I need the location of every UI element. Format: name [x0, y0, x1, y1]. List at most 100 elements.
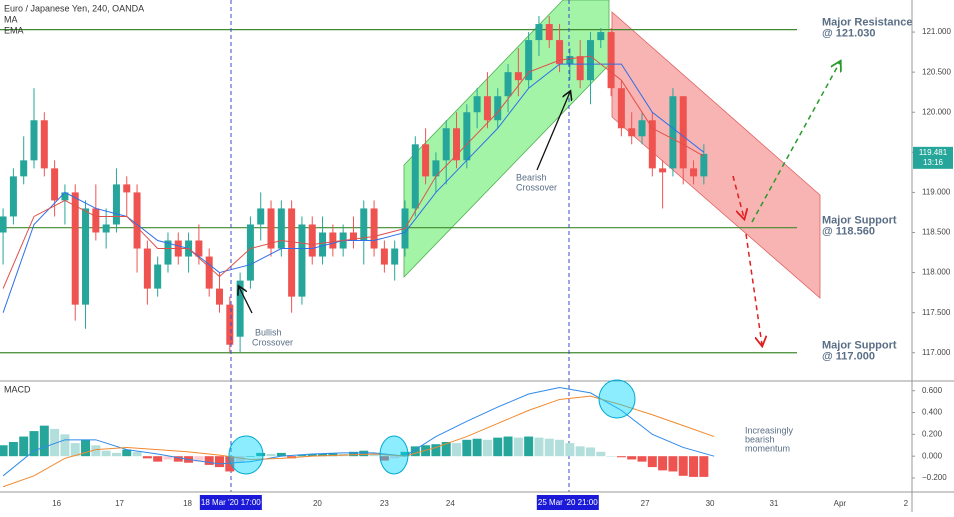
candle-body — [267, 208, 275, 249]
histogram-bar — [431, 444, 441, 457]
histogram-bar — [19, 436, 29, 457]
y-tick-label: 117.500 — [922, 308, 951, 317]
annotation: Crossover — [252, 337, 293, 347]
candle-body — [360, 208, 368, 241]
histogram-bar — [307, 454, 317, 457]
histogram-bar — [122, 449, 132, 457]
highlight-circle — [598, 379, 636, 419]
histogram-bar — [534, 437, 544, 457]
candle-body — [51, 168, 59, 201]
candle-body — [380, 248, 388, 265]
histogram-bar — [318, 454, 328, 457]
histogram-bar — [606, 456, 616, 457]
x-tick-label: 20 — [313, 499, 322, 508]
histogram-bar — [111, 452, 121, 457]
indicator-line — [2, 55, 705, 289]
histogram-bar — [637, 456, 647, 462]
histogram-bar — [524, 436, 534, 457]
projection-arrow — [732, 175, 744, 218]
candle-body — [20, 160, 28, 177]
histogram-bar — [214, 456, 224, 468]
histogram-bar — [276, 452, 286, 457]
arrow — [536, 92, 570, 171]
candle-body — [545, 24, 553, 41]
highlight-circle — [228, 435, 264, 475]
x-tick-label: 2 — [904, 499, 909, 508]
histogram-bar — [647, 456, 657, 468]
histogram-bar — [204, 456, 214, 465]
indicator-lines — [2, 55, 705, 313]
histogram-bar — [379, 456, 389, 461]
candle-body — [391, 248, 399, 265]
candle-body — [690, 168, 698, 177]
candle-body — [617, 88, 625, 129]
histogram-bar — [70, 443, 80, 457]
countdown: 13:16 — [923, 158, 944, 167]
candle-body — [514, 72, 522, 81]
candle-body — [556, 40, 564, 65]
x-tick-label: 27 — [641, 499, 650, 508]
candle-body — [319, 232, 327, 257]
x-tick-label: 24 — [446, 499, 455, 508]
y-tick-label: 119.000 — [922, 188, 951, 197]
candle-body — [82, 208, 90, 305]
level-label: Major Support — [822, 340, 897, 352]
crosshair-label: 25 Mar '20 21:00 — [538, 498, 598, 507]
candle-body — [576, 56, 584, 81]
histogram-bar — [410, 446, 420, 457]
annotation: Increasingly — [745, 425, 794, 435]
panel-title: MACD — [4, 384, 31, 394]
candle-body — [669, 96, 677, 169]
candle-body — [288, 208, 296, 297]
candle-body — [154, 264, 162, 289]
candle-body — [566, 56, 574, 65]
annotation: bearish — [745, 434, 775, 444]
y-tick-label: 0.600 — [922, 386, 943, 395]
projection-arrow — [751, 62, 840, 223]
histogram-bar — [400, 451, 410, 457]
indicator-line — [2, 63, 705, 313]
candle-body — [473, 96, 481, 113]
candle-body — [308, 224, 316, 257]
indicator-line — [2, 395, 715, 488]
histogram-bar — [142, 456, 152, 459]
y-tick-label: 121.000 — [922, 27, 951, 36]
candle-body — [195, 240, 203, 257]
histogram-bar — [678, 456, 688, 476]
price-tag-label: 119.481 — [919, 148, 948, 157]
histogram-bar — [441, 442, 451, 457]
candles — [0, 16, 708, 353]
candle-body — [329, 232, 337, 249]
x-tick-label: 23 — [380, 499, 389, 508]
histogram-bar — [513, 437, 523, 457]
y-tick-label: 120.500 — [922, 67, 951, 76]
histogram-bar — [359, 450, 369, 457]
candle-body — [638, 120, 646, 137]
candle-body — [143, 248, 151, 289]
candle-body — [277, 208, 285, 249]
annotation: Bullish — [255, 327, 282, 337]
crosshair-label: 18 Mar '20 17:00 — [201, 498, 261, 507]
axes: 121.000120.500120.000119.500119.000118.5… — [52, 27, 953, 510]
candle-body — [463, 112, 471, 161]
candle-body — [370, 208, 378, 249]
histogram-bar — [81, 439, 91, 457]
histogram-bar — [50, 428, 60, 457]
y-tick-label: 118.500 — [922, 228, 951, 237]
histogram-bar — [390, 456, 400, 459]
candle-body — [483, 96, 491, 121]
y-tick-label: 118.000 — [922, 268, 951, 277]
histogram-bar — [555, 439, 565, 457]
histogram-bar — [493, 437, 503, 457]
x-tick-label: 31 — [769, 499, 778, 508]
candle-body — [257, 208, 265, 225]
histogram-bar — [585, 447, 595, 457]
x-tick-label: 18 — [183, 499, 192, 508]
candle-body — [659, 168, 667, 173]
candle-body — [422, 144, 430, 177]
candle-body — [215, 288, 223, 305]
histogram-bar — [153, 456, 163, 462]
histogram-bar — [225, 456, 235, 472]
